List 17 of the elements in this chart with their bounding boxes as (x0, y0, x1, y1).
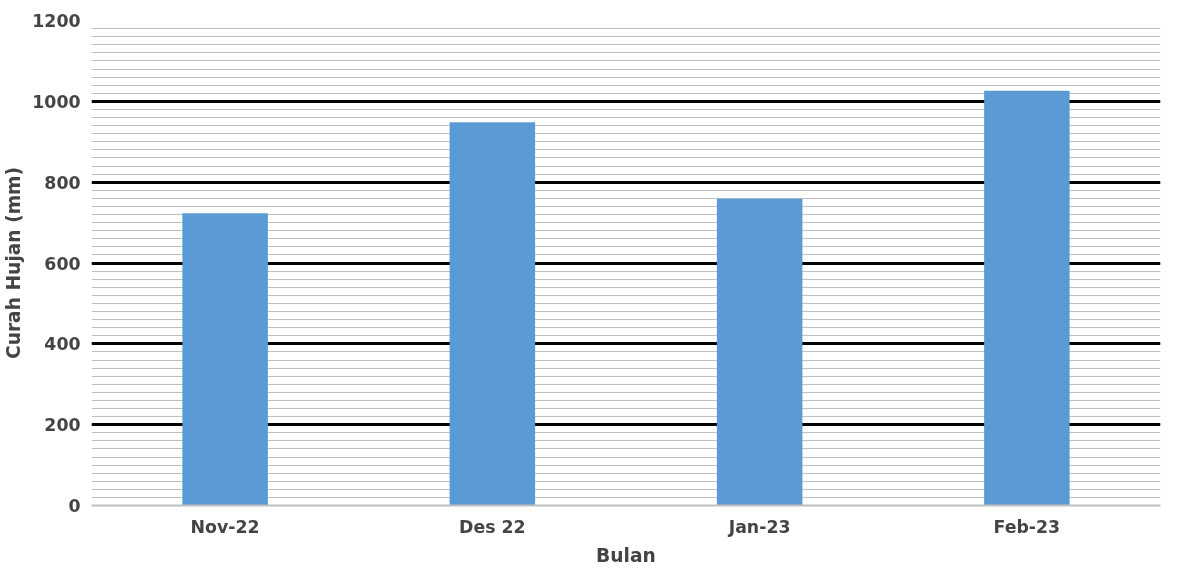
y-tick-label: 200 (44, 415, 81, 436)
bar (984, 90, 1070, 506)
y-tick-label: 400 (44, 334, 81, 355)
x-axis-title: Bulan (596, 544, 656, 566)
bar (182, 213, 268, 506)
y-tick-label: 600 (44, 253, 81, 274)
x-tick-label: Nov-22 (190, 516, 260, 537)
y-tick-label: 0 (68, 496, 81, 516)
x-tick-label: Des 22 (459, 516, 526, 537)
x-tick-label: Feb-23 (993, 516, 1061, 537)
x-tick-label: Jan-23 (727, 516, 791, 537)
y-tick-label: 1000 (32, 91, 81, 112)
y-tick-label: 1200 (32, 11, 81, 31)
y-tick-label: 800 (44, 172, 81, 193)
y-axis-title: Curah Hujan (mm) (3, 166, 25, 360)
bar (449, 122, 536, 506)
bar (716, 198, 803, 506)
